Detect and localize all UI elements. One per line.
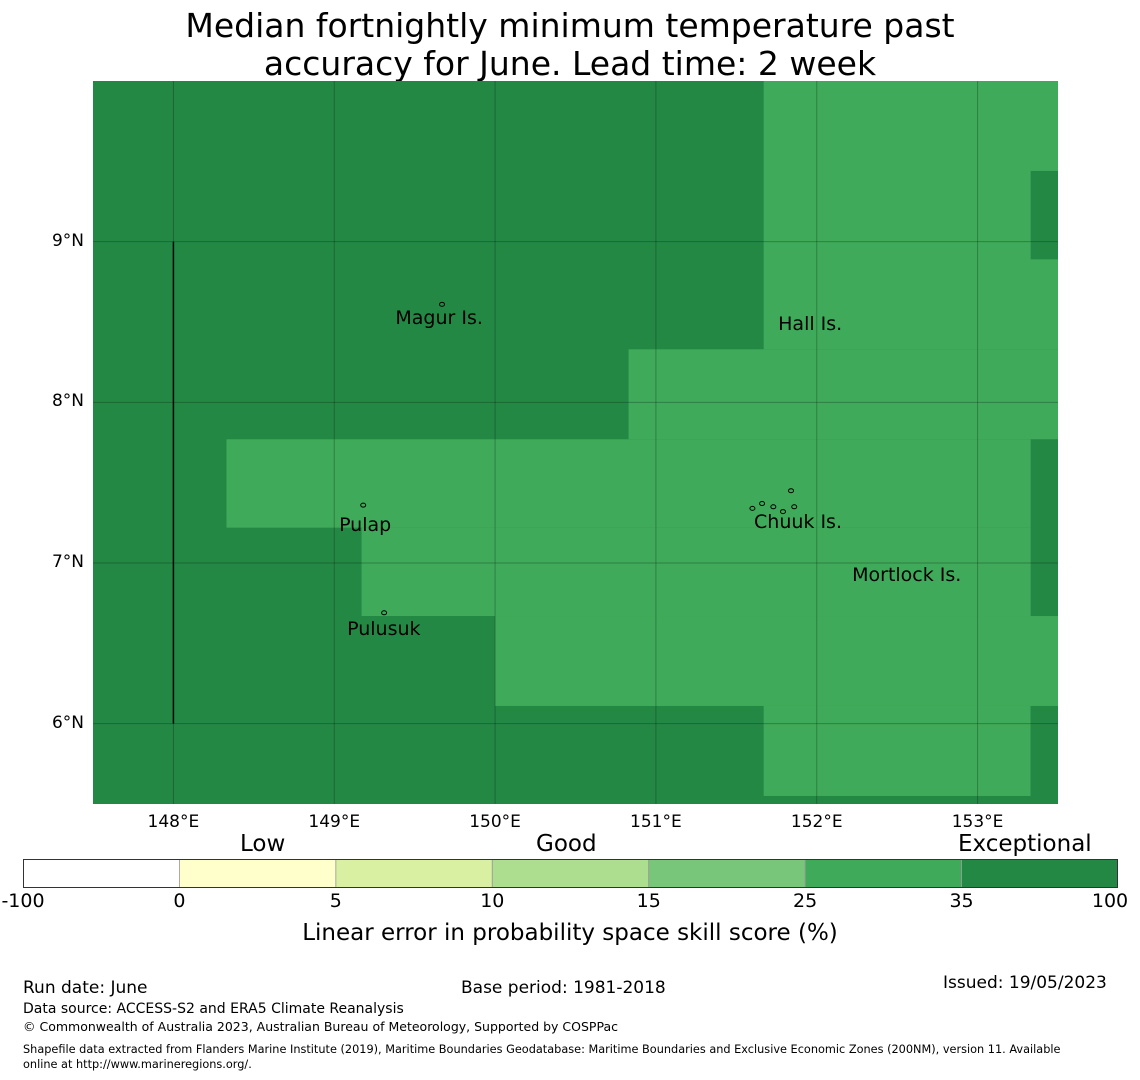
colorbar-segment [648, 859, 806, 888]
issued-date: Issued: 19/05/2023 [943, 973, 1107, 993]
colorbar-tick-label: -100 [1, 890, 45, 912]
place-label: Pulusuk [347, 618, 421, 641]
run-date: Run date: June [23, 978, 148, 998]
lon-label: 151°E [630, 812, 682, 832]
skill-region-4 [495, 616, 1058, 706]
skill-region-7 [1030, 439, 1058, 617]
data-source: Data source: ACCESS-S2 and ERA5 Climate … [23, 1001, 404, 1017]
colorbar-title: Linear error in probability space skill … [302, 920, 838, 946]
skill-region-6 [1030, 170, 1058, 260]
colorbar-tick-label: 0 [173, 890, 186, 912]
colorbar-tick-label: 100 [1091, 890, 1129, 912]
skill-score-map [93, 81, 1058, 804]
colorbar-segment [491, 859, 650, 888]
category-label-low: Low [240, 831, 286, 857]
category-label-exceptional: Exceptional [958, 831, 1092, 857]
colorbar-segment [804, 859, 962, 888]
skill-region-5 [763, 705, 1031, 796]
colorbar-tick-label: 35 [949, 890, 974, 912]
island-outline [759, 501, 766, 507]
skill-region-0 [763, 81, 1058, 350]
skill-region-2 [226, 439, 1058, 528]
lat-label: 9°N [51, 230, 84, 251]
skill-region-3 [361, 527, 1058, 617]
lat-label: 7°N [51, 552, 84, 572]
island-outline [439, 301, 446, 307]
place-label: Magur Is. [395, 306, 483, 329]
island-outline [749, 505, 756, 511]
place-label: Hall Is. [778, 313, 843, 336]
base-period: Base period: 1981-2018 [461, 978, 666, 998]
colorbar-tick-label: 10 [480, 890, 505, 912]
colorbar-tick-label: 25 [793, 890, 818, 912]
lat-label: 8°N [51, 391, 84, 412]
colorbar [23, 859, 1118, 888]
skill-region-8 [1030, 705, 1058, 804]
lon-label: 150°E [469, 812, 521, 832]
category-label-good: Good [536, 831, 597, 857]
map-title-line1: Median fortnightly minimum temperature p… [185, 6, 955, 45]
lon-label: 148°E [147, 812, 200, 832]
lon-label: 153°E [951, 812, 1004, 832]
island-outline [791, 504, 798, 510]
colorbar-tick-label: 15 [636, 890, 661, 912]
place-label: Chuuk Is. [754, 510, 842, 533]
place-label: Pulap [339, 514, 392, 537]
colorbar-segment [961, 859, 1118, 888]
skill-region-1 [628, 349, 1058, 440]
island-outline [381, 610, 388, 616]
place-label: Mortlock Is. [852, 563, 962, 586]
shapefile-credit-line1: Shapefile data extracted from Flanders M… [23, 1043, 1061, 1056]
colorbar-outline [23, 859, 1118, 888]
colorbar-segment [335, 859, 493, 888]
colorbar-tick-label: 5 [329, 890, 342, 912]
colorbar-segment [23, 859, 180, 888]
map-title-line2: accuracy for June. Lead time: 2 week [263, 44, 877, 83]
island-outline [360, 502, 367, 508]
island-outline [788, 488, 795, 494]
copyright: © Commonwealth of Australia 2023, Austra… [23, 1019, 618, 1034]
lon-label: 152°E [790, 812, 843, 832]
island-outline [779, 509, 786, 515]
island-outline [770, 504, 777, 510]
lat-label: 6°N [51, 712, 84, 733]
lon-label: 149°E [308, 812, 361, 832]
colorbar-segment [179, 859, 337, 888]
shapefile-credit-line2: online at http://www.marineregions.org/. [23, 1058, 252, 1071]
